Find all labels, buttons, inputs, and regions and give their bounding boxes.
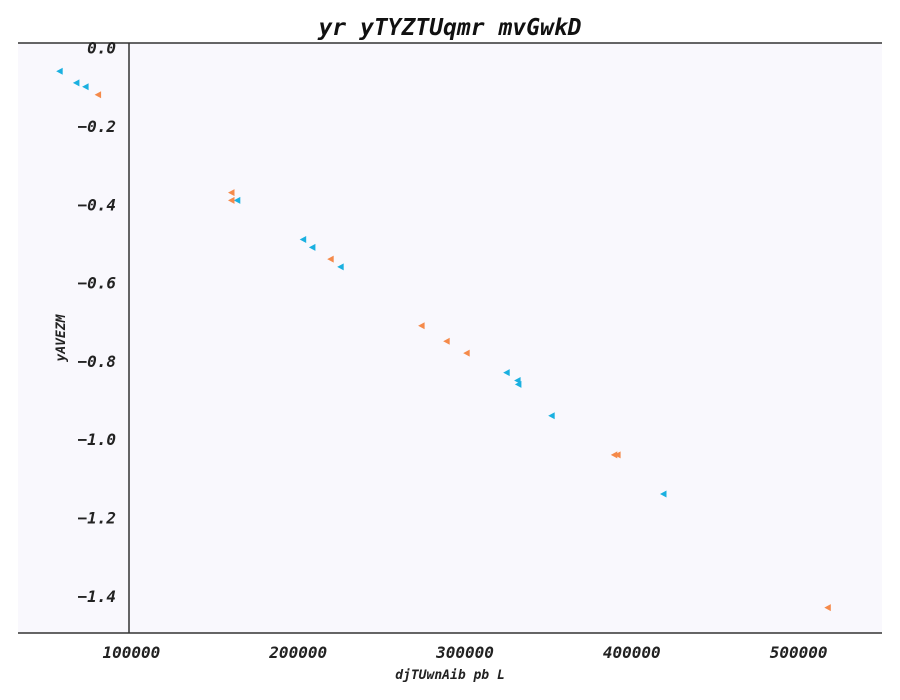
y-tick-label: −0.2 — [77, 117, 116, 136]
y-tick-label: −0.4 — [77, 195, 116, 214]
scatter-point-series-1 — [548, 412, 555, 420]
y-tick-label: 0.0 — [87, 39, 116, 58]
y-tick-label: −1.4 — [77, 587, 116, 606]
x-axis-label: djTUwnAib pb L — [395, 668, 505, 683]
scatter-point-series-1 — [56, 67, 63, 75]
scatter-point-series-2 — [610, 451, 618, 459]
scatter-point-series-1 — [308, 243, 316, 251]
plot-area — [18, 43, 882, 633]
scatter-point-series-2 — [614, 451, 621, 459]
x-tick-label: 300000 — [435, 643, 494, 662]
scatter-point-series-1 — [299, 236, 307, 243]
scatter-point-series-1 — [337, 263, 344, 271]
x-tick-label: 500000 — [770, 643, 828, 662]
scatter-point-series-1 — [82, 83, 89, 91]
scatter-point-series-2 — [418, 322, 425, 330]
scatter-point-series-1 — [660, 490, 667, 498]
scatter-point-series-2 — [228, 189, 235, 197]
scatter-point-series-2 — [228, 196, 235, 204]
scatter-point-series-2 — [463, 349, 470, 357]
scatter-point-series-1 — [233, 196, 241, 204]
scatter-point-series-2 — [824, 604, 831, 612]
scatter-point-series-1 — [503, 369, 510, 377]
y-tick-label: −0.6 — [77, 274, 116, 293]
ticks-layer: 100000 200000 300000 400000 500000 0.0 −0.2 −0.… — [77, 39, 827, 662]
y-tick-label: −1.2 — [77, 509, 116, 528]
scatter-point-series-2 — [327, 255, 334, 263]
x-tick-label: 400000 — [603, 643, 661, 662]
x-tick-label: 200000 — [268, 643, 327, 662]
points-layer — [56, 67, 831, 612]
scatter-point-series-1 — [72, 79, 80, 87]
y-tick-label: −1.0 — [77, 430, 116, 449]
scatter-point-series-2 — [94, 91, 102, 99]
scatter-point-series-2 — [443, 337, 450, 345]
x-tick-label: 100000 — [103, 643, 161, 662]
scatter-point-series-1 — [514, 380, 522, 388]
y-tick-label: −0.8 — [77, 352, 116, 371]
y-axis-label: yAVEZM — [54, 313, 69, 362]
chart-title: yr yTYZTUqmr mvGwkD — [318, 15, 582, 41]
